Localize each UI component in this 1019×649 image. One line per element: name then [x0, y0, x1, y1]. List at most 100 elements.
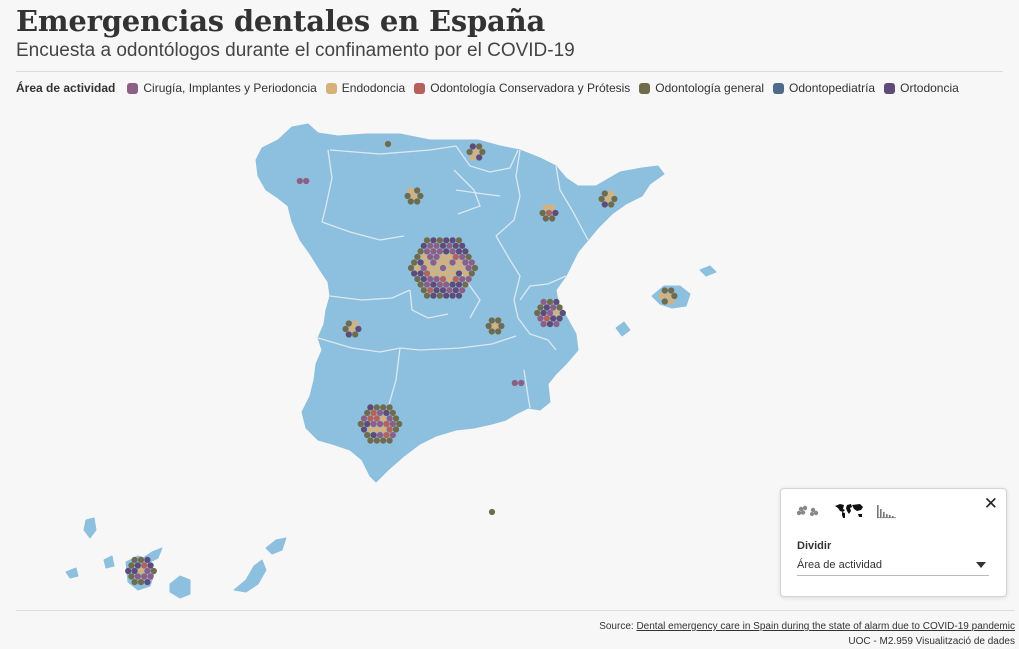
response-dot [546, 298, 554, 305]
response-dot [455, 281, 463, 288]
response-dot [459, 242, 466, 249]
response-dot [553, 309, 560, 317]
response-dot [423, 259, 431, 266]
lanzarote-shape [265, 537, 287, 555]
response-dot [364, 432, 371, 439]
legend: Área de actividad Cirugía, Implantes y P… [16, 81, 968, 95]
response-dot [443, 237, 450, 244]
response-dot [449, 270, 456, 277]
response-dot [423, 270, 431, 277]
legend-swatch [127, 82, 139, 94]
histogram-icon[interactable] [876, 503, 898, 519]
response-dot [373, 426, 380, 433]
response-dot [443, 281, 450, 288]
response-dot [420, 287, 427, 294]
response-dot [485, 322, 492, 330]
source-link[interactable]: Dental emergency care in Spain during th… [636, 621, 1015, 632]
response-dot [342, 325, 349, 333]
footer-divider [16, 610, 1015, 611]
page-subtitle: Encuesta a odontólogos durante el confin… [16, 40, 575, 61]
response-dot [373, 437, 380, 444]
response-dot [476, 143, 483, 150]
response-dot [465, 264, 472, 272]
response-dot [479, 148, 486, 156]
response-dot [376, 409, 384, 416]
response-dot [417, 259, 424, 266]
response-dot [303, 177, 310, 185]
divide-select[interactable]: Área de actividad [797, 555, 989, 576]
response-dot [386, 437, 393, 444]
response-dot [364, 409, 371, 416]
response-dot [137, 579, 145, 586]
response-dot [433, 242, 440, 249]
response-dot [370, 432, 377, 439]
response-dot [364, 420, 371, 428]
response-dot [380, 437, 387, 444]
response-dot [420, 253, 427, 260]
source-note: Source: Dental emergency care in Spain d… [599, 619, 1015, 649]
response-dot [386, 404, 393, 411]
response-dot [370, 420, 377, 428]
response-dot [446, 276, 453, 283]
response-dot [601, 190, 608, 197]
response-dot [433, 287, 440, 294]
response-dot [668, 287, 675, 294]
response-dot [150, 567, 157, 575]
response-dot [131, 567, 138, 575]
spain-map[interactable] [0, 96, 1019, 606]
response-dot [414, 276, 421, 283]
response-dot [446, 287, 453, 294]
response-dot [141, 573, 148, 580]
region-borders [317, 145, 589, 409]
close-icon[interactable]: ✕ [983, 494, 998, 513]
response-dot [427, 276, 434, 283]
legend-label: Odontología Conservadora y Prótesis [430, 81, 631, 95]
response-dot [449, 259, 456, 266]
response-dot [380, 426, 387, 433]
response-dot [553, 321, 560, 328]
response-dot [144, 579, 151, 586]
response-dot [488, 508, 496, 516]
response-dot [373, 404, 380, 411]
bubbles-icon[interactable] [796, 503, 822, 519]
chevron-down-icon [976, 562, 986, 568]
response-dot [552, 209, 559, 217]
response-dot [386, 426, 393, 433]
response-dot [540, 309, 547, 317]
response-dot [345, 331, 352, 338]
response-dot [452, 264, 459, 272]
response-dot [542, 215, 549, 222]
response-dot [134, 562, 141, 569]
response-dot [423, 281, 431, 288]
header-divider [16, 71, 1003, 72]
world-map-icon[interactable] [834, 503, 864, 519]
response-dot [439, 253, 447, 260]
response-dot [543, 304, 550, 311]
response-dot [604, 195, 612, 203]
response-dot [386, 415, 393, 422]
response-dot [549, 215, 556, 222]
response-dot [611, 195, 618, 203]
response-dot [436, 248, 443, 255]
gomera-shape [103, 555, 115, 569]
response-dot [459, 287, 466, 294]
response-dot [357, 420, 364, 428]
response-dot [511, 379, 518, 387]
response-dot [430, 237, 437, 244]
response-dot [433, 253, 440, 260]
response-dot [383, 409, 390, 416]
response-dot [443, 259, 450, 266]
response-dot [472, 148, 480, 156]
response-dot [546, 321, 554, 328]
response-dot [436, 281, 443, 288]
response-dot [537, 315, 544, 322]
response-dot [147, 562, 154, 569]
response-dot [380, 415, 387, 422]
response-dot [543, 315, 550, 322]
response-dot [417, 281, 424, 288]
legend-item-endodoncia: Endodoncia [325, 81, 405, 95]
response-dot [598, 195, 605, 203]
response-dot [661, 287, 668, 294]
response-dot [367, 437, 374, 444]
response-dot [360, 415, 368, 422]
